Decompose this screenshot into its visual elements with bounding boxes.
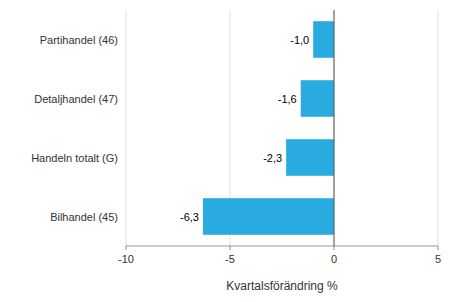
data-label: -2,3	[263, 152, 282, 164]
chart-container: -10 -5 0 5 Bilhandel (45) Handeln totalt (G) D…	[0, 0, 454, 302]
y-axis: Bilhandel (45) Handeln totalt (G) Detaljha…	[31, 34, 118, 223]
tick-label: -5	[225, 253, 235, 265]
x-axis: -10 -5 0 5	[118, 246, 441, 265]
tick-mark	[126, 246, 127, 250]
grid	[126, 10, 438, 246]
grid-line	[438, 10, 439, 246]
data-label: -6,3	[180, 211, 199, 223]
chart: -10 -5 0 5 Bilhandel (45) Handeln totalt (G) D…	[0, 0, 454, 302]
category-label: Partihandel (46)	[40, 34, 118, 46]
data-labels: -6,3 -2,3 -1,6 -1,0	[180, 34, 309, 223]
bars	[203, 21, 334, 235]
grid-line	[126, 10, 127, 246]
grid-line	[334, 10, 335, 246]
tick-label: -10	[118, 253, 134, 265]
bar	[301, 80, 334, 117]
zero-line	[334, 10, 335, 246]
data-label: -1,6	[278, 93, 297, 105]
tick-mark	[438, 246, 439, 250]
x-axis-title: Kvartalsförändring %	[226, 279, 338, 293]
category-label: Bilhandel (45)	[50, 211, 118, 223]
tick-mark	[230, 246, 231, 250]
x-axis-line	[126, 246, 438, 247]
tick-mark	[334, 246, 335, 250]
category-label: Handeln totalt (G)	[31, 152, 118, 164]
category-label: Detaljhandel (47)	[34, 93, 118, 105]
bar	[313, 21, 334, 58]
tick-label: 5	[435, 253, 441, 265]
tick-label: 0	[331, 253, 337, 265]
bar	[286, 139, 334, 176]
data-label: -1,0	[290, 34, 309, 46]
bar	[203, 198, 334, 235]
